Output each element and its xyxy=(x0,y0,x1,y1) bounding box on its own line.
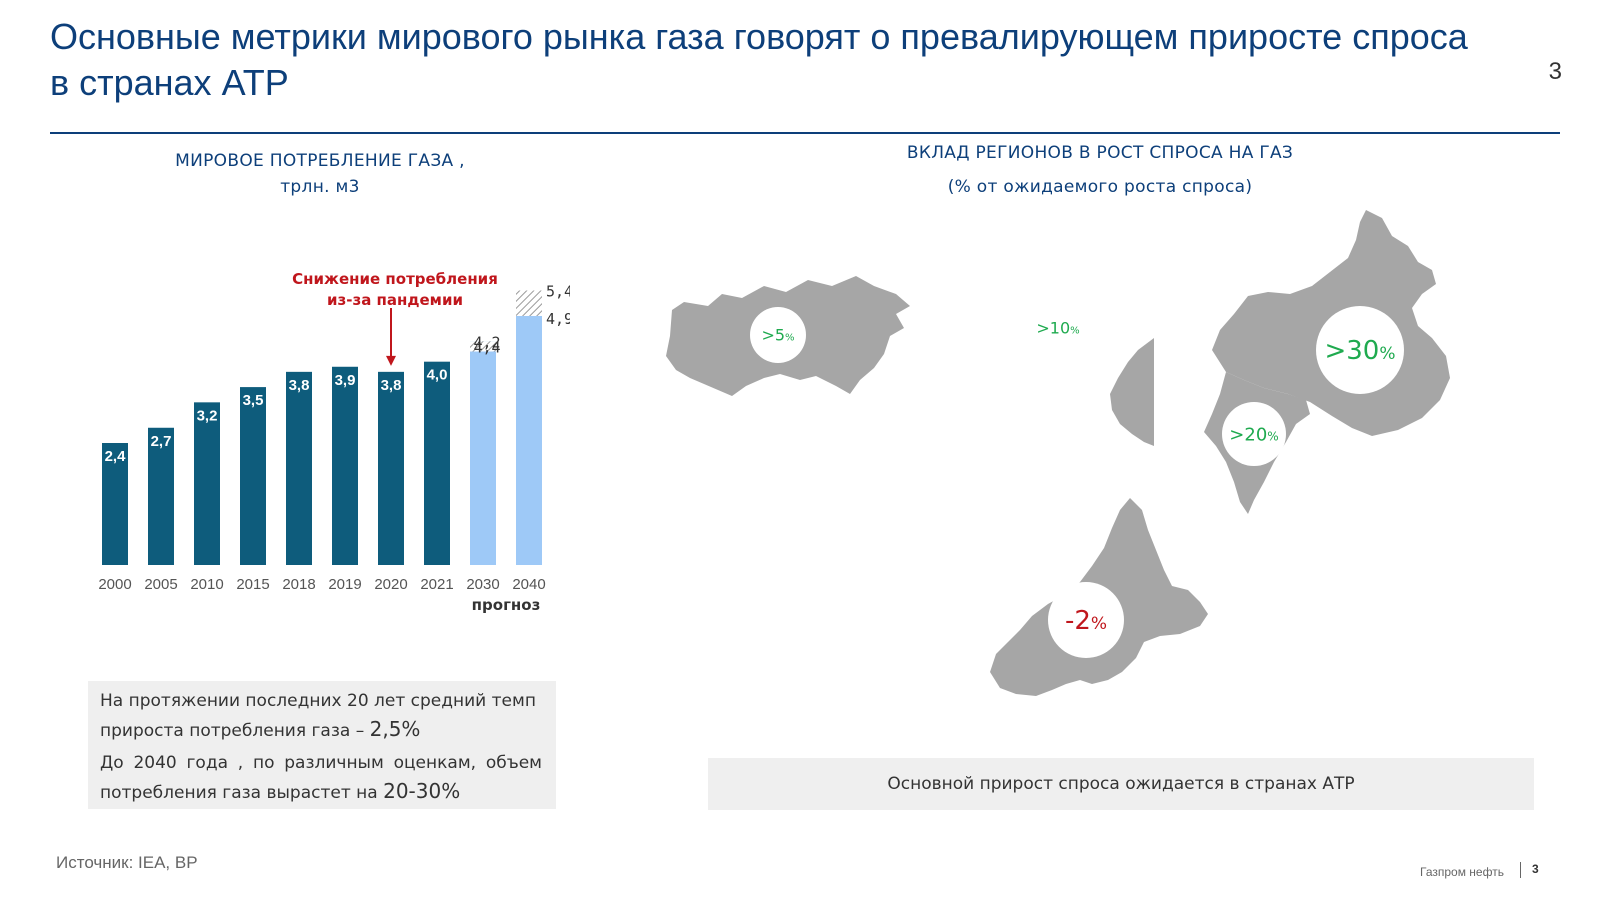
title-divider xyxy=(50,132,1560,134)
bar-2000 xyxy=(102,443,128,565)
bar-2021 xyxy=(424,361,450,565)
x-tick-2018: 2018 xyxy=(282,576,315,593)
china-label-circle xyxy=(1316,306,1404,394)
india-label-circle xyxy=(1222,402,1286,466)
info-forecast: До 2040 года , по различным оценкам, объ… xyxy=(100,749,542,807)
europe-label-circle xyxy=(1048,582,1124,658)
bar-range-2040 xyxy=(516,290,542,316)
bar-label-2000: 2,4 xyxy=(105,448,127,465)
annotation-arrow-head xyxy=(386,355,396,366)
forecast-label: прогноз xyxy=(472,596,541,614)
x-tick-2000: 2000 xyxy=(98,576,131,593)
footer-separator xyxy=(1520,862,1521,878)
africa-map-shape xyxy=(1110,338,1154,446)
bar-2030 xyxy=(470,341,496,565)
x-tick-2020: 2020 xyxy=(374,576,407,593)
bar-label-2030: 4,4 xyxy=(473,338,500,356)
bar-label-2015: 3,5 xyxy=(243,392,264,409)
left-chart-title: МИРОВОЕ ПОТРЕБЛЕНИЕ ГАЗА , xyxy=(175,151,465,171)
bar-2005 xyxy=(148,427,174,565)
india-growth-label: >20% xyxy=(1229,424,1278,445)
x-tick-2021: 2021 xyxy=(420,576,453,593)
europe-growth-label: -2% xyxy=(1065,606,1107,636)
gas-consumption-bar-chart: 2,4 2000 2,7 2005 3,2 2010 3,5 2015 3,8 2018 3,9 20… xyxy=(98,270,570,614)
bar-label-2005: 2,7 xyxy=(151,433,172,450)
russia-growth-label: >5% xyxy=(761,326,794,345)
bar-2040 xyxy=(516,315,542,565)
x-tick-2030: 2030 xyxy=(466,576,499,593)
x-tick-2019: 2019 xyxy=(328,576,361,593)
bar-label-2019: 3,9 xyxy=(335,372,356,389)
page-title: Основные метрики мирового рынка газа гов… xyxy=(50,16,1468,103)
bar-range-2030 xyxy=(470,341,496,352)
x-tick-2005: 2005 xyxy=(144,576,177,593)
annotation-line-1: Снижение потребления xyxy=(292,270,498,288)
info-growth-text: На протяжении последних 20 лет средний т… xyxy=(100,691,536,741)
africa-growth-label: >10% xyxy=(1036,319,1079,338)
bar-upper-label-2030: 4,2 xyxy=(473,334,500,352)
info-growth-value: 2,5% xyxy=(369,717,421,741)
x-tick-2015: 2015 xyxy=(236,576,269,593)
bottom-note-box: Основной прирост спроса ожидается в стра… xyxy=(708,758,1534,810)
bar-label-2020: 3,8 xyxy=(381,377,402,394)
footer-brand: Газпром нефть xyxy=(1420,865,1504,879)
bar-2010 xyxy=(194,402,220,565)
left-chart-unit: трлн. м3 xyxy=(280,177,360,197)
source-note: Источник: IEA, BP xyxy=(56,853,198,872)
right-panel-subtitle: (% от ожидаемого роста спроса) xyxy=(947,177,1253,197)
info-forecast-text: До 2040 года , по различным оценкам, объ… xyxy=(100,753,542,803)
bar-2020 xyxy=(378,371,404,565)
bar-upper-label-2040: 5,4 xyxy=(546,283,570,301)
bar-2018 xyxy=(286,371,312,565)
bar-label-2018: 3,8 xyxy=(289,377,310,394)
china-growth-label: >30% xyxy=(1324,336,1395,366)
annotation-line-2: из-за пандемии xyxy=(327,291,463,309)
info-forecast-value: 20-30% xyxy=(383,779,461,803)
bottom-note: Основной прирост спроса ожидается в стра… xyxy=(887,774,1355,794)
footer-page-number: 3 xyxy=(1532,862,1539,876)
page-number: 3 xyxy=(1548,58,1562,85)
info-growth-rate: На протяжении последних 20 лет средний т… xyxy=(100,687,542,745)
bar-2019 xyxy=(332,366,358,565)
x-tick-2040: 2040 xyxy=(512,576,545,593)
right-panel-title: ВКЛАД РЕГИОНОВ В РОСТ СПРОСА НА ГАЗ xyxy=(906,143,1294,163)
info-box: На протяжении последних 20 лет средний т… xyxy=(88,681,556,809)
bar-label-2021: 4,0 xyxy=(427,367,448,384)
x-tick-2010: 2010 xyxy=(190,576,223,593)
bar-label-2010: 3,2 xyxy=(197,407,218,424)
bar-2015 xyxy=(240,387,266,565)
russia-label-circle xyxy=(750,307,806,363)
regions-map: >5% >10% >30% >20% -2% xyxy=(666,210,1450,696)
bar-label-2040: 4,9 xyxy=(546,310,570,328)
